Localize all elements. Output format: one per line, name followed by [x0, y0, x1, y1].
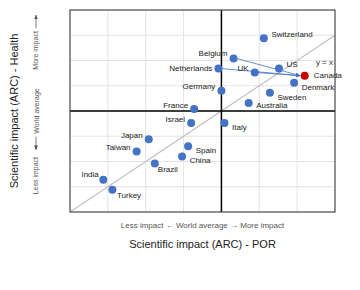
point-label: China	[190, 156, 211, 165]
point	[245, 99, 253, 107]
axis-note: Less impact ← World average → More impac…	[121, 221, 285, 230]
point	[251, 69, 259, 77]
point	[220, 119, 228, 127]
reference-line	[70, 35, 335, 212]
grid-line	[70, 111, 335, 112]
point-label: Switzerland	[271, 30, 312, 39]
point	[99, 176, 107, 184]
point-label: Israel	[166, 115, 186, 124]
plot-frame	[70, 10, 335, 212]
point	[260, 34, 268, 42]
arrow	[258, 73, 300, 76]
point-label: Denmark	[302, 83, 335, 92]
point	[217, 87, 225, 95]
point-label: Taiwan	[106, 143, 131, 152]
point-label: US	[287, 60, 298, 69]
axis-note: Less impact	[33, 157, 41, 194]
point	[190, 105, 198, 113]
point-label: UK	[238, 64, 250, 73]
point-label: Turkey	[117, 191, 141, 200]
grid	[70, 10, 335, 212]
chart: Canada Switzerland US Belgium Netherlands UK D…	[0, 0, 360, 290]
point	[301, 72, 309, 80]
point-label: India	[81, 170, 99, 179]
point	[108, 186, 116, 194]
point-label: France	[163, 101, 188, 110]
point	[187, 119, 195, 127]
plot-area	[70, 10, 335, 212]
point	[266, 89, 274, 97]
point	[214, 65, 222, 73]
point-label: Australia	[256, 101, 288, 110]
reference-label: y = x	[316, 58, 333, 67]
point-label: Italy	[232, 123, 247, 132]
point	[133, 147, 141, 155]
note-arrow	[36, 137, 37, 150]
point	[290, 79, 298, 87]
axis-note: More impact	[33, 31, 41, 70]
point	[178, 152, 186, 160]
point-label: Netherlands	[169, 64, 212, 73]
grid-line	[70, 136, 335, 137]
note-arrow	[36, 15, 37, 28]
point-label: Canada	[314, 71, 343, 80]
point-label: Germany	[182, 82, 215, 91]
point	[184, 142, 192, 150]
arrow	[237, 58, 301, 75]
arrow	[221, 69, 300, 76]
point-label: Japan	[121, 131, 143, 140]
point-label: Brazil	[158, 165, 178, 174]
axis-label: Scientific impact (ARC) - POR	[129, 238, 276, 250]
average-line	[70, 110, 335, 112]
point-label: Belgium	[199, 49, 228, 58]
point-label: Spain	[196, 146, 216, 155]
point	[145, 135, 153, 143]
point	[230, 54, 238, 62]
axis-label: Scientific impact (ARC) - Health	[8, 34, 20, 189]
plot-group	[70, 10, 335, 212]
point	[275, 65, 283, 73]
axis-note: World average	[33, 88, 41, 134]
